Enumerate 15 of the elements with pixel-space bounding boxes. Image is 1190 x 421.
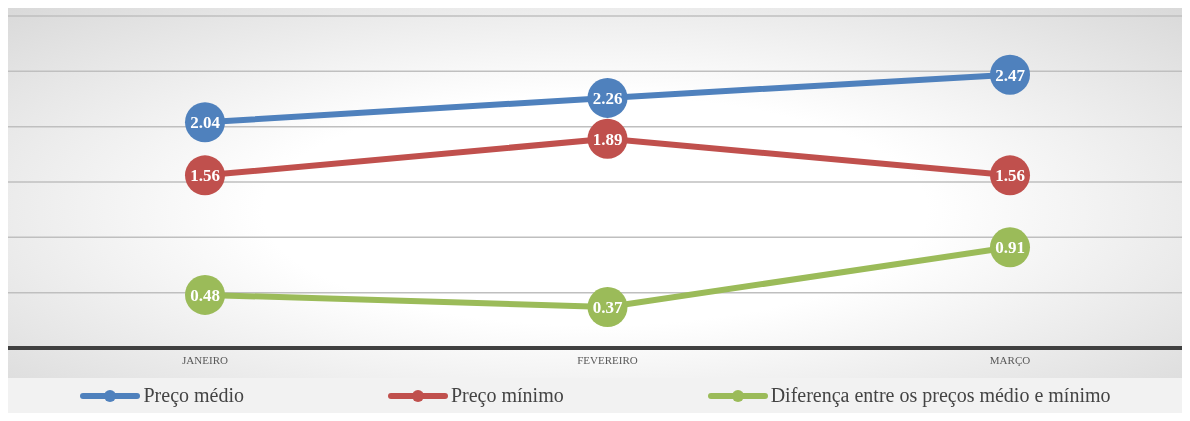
x-tick-label: FEVEREIRO — [577, 353, 638, 366]
data-label: 0.37 — [592, 298, 623, 318]
legend-label: Preço médio — [142, 384, 244, 407]
data-label: 1.56 — [995, 166, 1025, 186]
data-label: 1.89 — [592, 129, 623, 149]
data-label: 2.04 — [190, 113, 221, 133]
data-label: 2.26 — [592, 88, 623, 108]
legend-label: Preço mínimo — [449, 384, 564, 407]
data-label: 0.48 — [190, 285, 220, 305]
legend-label: Diferença entre os preços médio e mínimo — [769, 384, 1111, 407]
x-tick-label: MARÇO — [989, 353, 1031, 366]
data-label: 1.56 — [190, 166, 220, 186]
data-label: 0.91 — [995, 238, 1025, 258]
x-tick-label: JANEIRO — [182, 353, 228, 366]
data-label: 2.47 — [995, 65, 1026, 85]
